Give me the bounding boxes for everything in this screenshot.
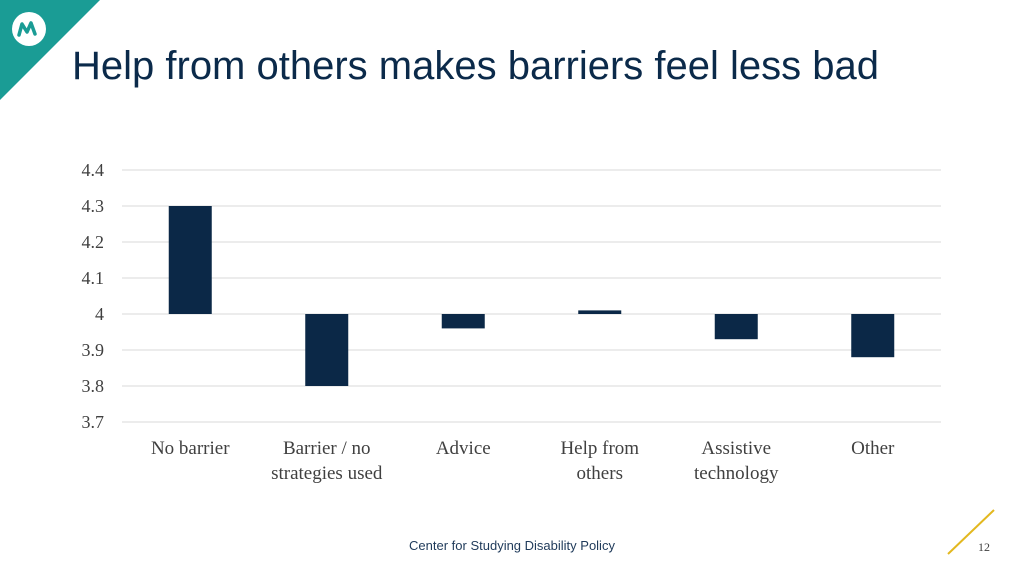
- y-tick-label: 4: [95, 304, 104, 324]
- corner-logo-triangle: [0, 0, 100, 100]
- y-tick-label: 4.4: [82, 160, 105, 180]
- y-tick-label: 4.2: [82, 232, 105, 252]
- mathematica-logo-icon: [12, 12, 46, 46]
- y-tick-label: 3.9: [82, 340, 105, 360]
- slide-title: Help from others makes barriers feel les…: [72, 44, 879, 88]
- y-tick-label: 3.8: [82, 376, 105, 396]
- gridlines: [122, 169, 941, 423]
- bar: [851, 314, 895, 358]
- category-labels: No barrier Barrier / no strategies used Adv…: [151, 438, 895, 484]
- x-category-label: Help from others: [560, 438, 639, 484]
- x-category-label: Assistive technology: [694, 438, 779, 484]
- page-number: 12: [978, 540, 990, 554]
- y-axis-ticks: 4.4 4.3 4.2 4.1 4 3.9 3.8 3.7: [82, 160, 105, 432]
- bar: [441, 314, 485, 329]
- bar: [168, 206, 212, 314]
- y-tick-label: 4.3: [82, 196, 105, 216]
- y-tick-label: 3.7: [82, 412, 105, 432]
- x-category-label: Other: [851, 438, 895, 459]
- bar: [578, 310, 622, 314]
- y-tick-label: 4.1: [82, 268, 105, 288]
- x-category-label: Advice: [436, 438, 491, 459]
- x-category-label: No barrier: [151, 438, 230, 459]
- x-category-label: Barrier / no strategies used: [271, 438, 383, 484]
- bar: [714, 314, 758, 340]
- decorative-accent-line: [947, 509, 995, 555]
- bars: [168, 206, 895, 386]
- footer-text: Center for Studying Disability Policy: [409, 538, 615, 553]
- bar: [305, 314, 349, 386]
